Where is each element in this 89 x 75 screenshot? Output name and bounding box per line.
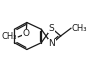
Text: CH₃: CH₃ xyxy=(72,24,87,33)
Text: S: S xyxy=(49,24,54,33)
Text: CH₃: CH₃ xyxy=(2,32,17,41)
Text: O: O xyxy=(23,29,30,38)
Text: N: N xyxy=(48,39,55,48)
